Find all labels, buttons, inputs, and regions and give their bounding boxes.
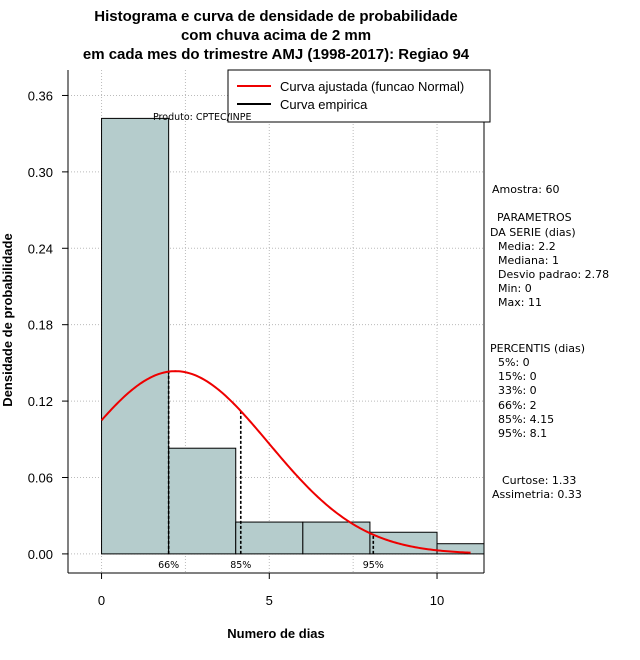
percentile-66: 66%: 2 [498,399,537,412]
y-axis-label: Densidade de probabilidade [0,233,15,406]
histogram-bar-2 [235,521,304,555]
kurtosis: Curtose: 1.33 [502,474,576,487]
x-tick-label-1: 5 [266,593,273,608]
percentile-5: 5%: 0 [498,356,530,369]
chart-title-line-2: com chuva acima de 2 mm [181,27,371,44]
x-axis: 0 5 10 [98,573,444,608]
plot-frame [67,70,485,574]
percentile-label-2: 95% [363,560,384,571]
legend-fit-label: Curva ajustada (funcao Normal) [280,79,464,94]
percentile-label-1: 85% [230,560,251,571]
skewness: Assimetria: 0.33 [492,488,582,501]
param-max: Max: 11 [498,296,542,309]
percentile-label-0: 66% [158,560,179,571]
percentiles-header: PERCENTIS (dias) [490,342,585,355]
y-tick-label-3: 0.18 [28,318,53,333]
x-tick-label-0: 0 [98,593,105,608]
percentile-markers: 66% 85% 95% [158,371,384,571]
chart-title-line-3: em cada mes do trimestre AMJ (1998-2017)… [83,46,470,63]
params-header-1: PARAMETROS [497,211,572,224]
fit-curve-line [100,370,471,554]
histogram-bar-0 [101,117,170,555]
percentile-95: 95%: 8.1 [498,427,547,440]
y-tick-label-5: 0.30 [28,165,53,180]
y-tick-label-0: 0.00 [28,547,53,562]
stats-panel: Amostra: 60 PARAMETROS DA SERIE (dias) M… [490,183,609,501]
x-tick-label-2: 10 [430,593,444,608]
legend-empirical-label: Curva empirica [280,97,368,112]
percentile-85: 85%: 4.15 [498,413,554,426]
param-sd: Desvio padrao: 2.78 [498,268,609,281]
param-min: Min: 0 [498,282,532,295]
param-median: Mediana: 1 [498,254,559,267]
histogram-bar-1 [168,447,237,555]
y-tick-label-6: 0.36 [28,88,53,103]
legend: Curva ajustada (funcao Normal) Curva emp… [227,69,491,123]
histogram-bars [101,117,485,555]
credit-label: Produto: CPTEC/INPE [153,112,252,123]
histogram-bar-4 [369,531,438,555]
y-tick-label-2: 0.12 [28,394,53,409]
fit-curve-layer [100,370,471,554]
percentile-33: 33%: 0 [498,384,537,397]
params-header-2: DA SERIE (dias) [490,226,576,239]
histogram-bar-3 [302,521,371,555]
y-axis: 0.00 0.06 0.12 0.18 0.24 0.30 0.36 [28,88,68,562]
percentile-15: 15%: 0 [498,370,537,383]
x-axis-label: Numero de dias [227,626,325,641]
sample-size: Amostra: 60 [492,183,559,196]
param-mean: Media: 2.2 [498,240,556,253]
legend-box [227,69,491,123]
y-tick-label-4: 0.24 [28,241,53,256]
chart-title-line-1: Histograma e curva de densidade de proba… [94,8,457,25]
y-tick-label-1: 0.06 [28,470,53,485]
